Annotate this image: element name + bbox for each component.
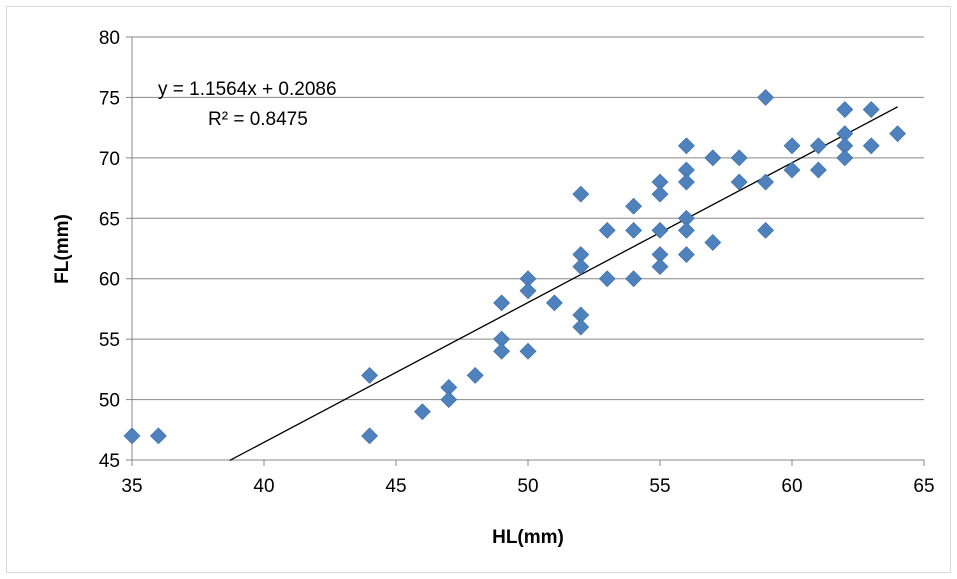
data-point	[730, 173, 748, 191]
data-point	[836, 101, 854, 118]
data-point	[651, 185, 669, 203]
data-point	[677, 173, 695, 191]
data-point	[757, 173, 775, 191]
trendline-layer	[229, 106, 898, 462]
y-tick-label: 50	[99, 391, 120, 412]
y-tick-label: 80	[99, 28, 120, 49]
x-tick-label: 50	[517, 476, 538, 497]
data-point	[572, 185, 590, 203]
data-point	[413, 403, 431, 421]
data-point	[757, 89, 775, 106]
data-point	[889, 125, 907, 143]
data-point	[519, 282, 537, 300]
x-axis-title: HL(mm)	[492, 527, 564, 548]
data-point	[123, 427, 141, 445]
x-tick-label: 45	[385, 476, 406, 497]
x-tick-label: 65	[913, 476, 934, 497]
y-tick-label: 70	[99, 149, 120, 170]
x-tick-label: 35	[121, 476, 142, 497]
data-point	[625, 270, 643, 288]
data-point	[625, 221, 643, 239]
data-point	[598, 270, 616, 288]
y-tick-label: 45	[99, 451, 120, 472]
x-tick-label: 40	[253, 476, 274, 497]
data-point	[361, 427, 379, 445]
data-point	[651, 258, 669, 276]
chart-frame	[6, 6, 951, 573]
data-point	[809, 161, 827, 179]
y-tick-label: 65	[99, 209, 120, 230]
x-tick-label: 60	[781, 476, 802, 497]
x-tick-label: 55	[649, 476, 670, 497]
data-point	[862, 137, 880, 155]
trendline-equation: y = 1.1564x + 0.2086	[158, 79, 337, 100]
data-point	[519, 342, 537, 360]
data-point	[836, 149, 854, 167]
trendline-r-squared: R² = 0.8475	[208, 109, 308, 130]
data-point	[466, 366, 484, 384]
data-point	[704, 149, 722, 167]
tick-labels: 45 50 55 60 65 70 75 80 35 40 45 50 55 60 65	[99, 28, 935, 497]
data-point	[862, 101, 880, 118]
data-point	[625, 197, 643, 215]
data-point	[651, 221, 669, 239]
data-point	[677, 221, 695, 239]
data-point	[677, 246, 695, 263]
data-point	[493, 294, 511, 312]
data-points	[123, 89, 907, 445]
data-point	[149, 427, 167, 445]
grid-lines	[132, 36, 924, 401]
y-tick-label: 60	[99, 270, 120, 291]
data-point	[361, 366, 379, 384]
data-point	[598, 221, 616, 239]
data-point	[545, 294, 563, 312]
data-point	[783, 137, 801, 155]
data-point	[730, 149, 748, 167]
data-point	[572, 258, 590, 276]
data-point	[809, 137, 827, 155]
data-point	[493, 342, 511, 360]
y-tick-label: 75	[99, 88, 120, 109]
y-axis-title: FL(mm)	[52, 214, 73, 284]
data-point	[572, 318, 590, 336]
data-point	[440, 391, 458, 408]
axes	[126, 36, 925, 466]
data-point	[704, 234, 722, 251]
data-point	[757, 221, 775, 239]
data-point	[783, 161, 801, 179]
y-tick-label: 55	[99, 330, 120, 351]
data-point	[677, 137, 695, 155]
trendline	[229, 106, 898, 462]
